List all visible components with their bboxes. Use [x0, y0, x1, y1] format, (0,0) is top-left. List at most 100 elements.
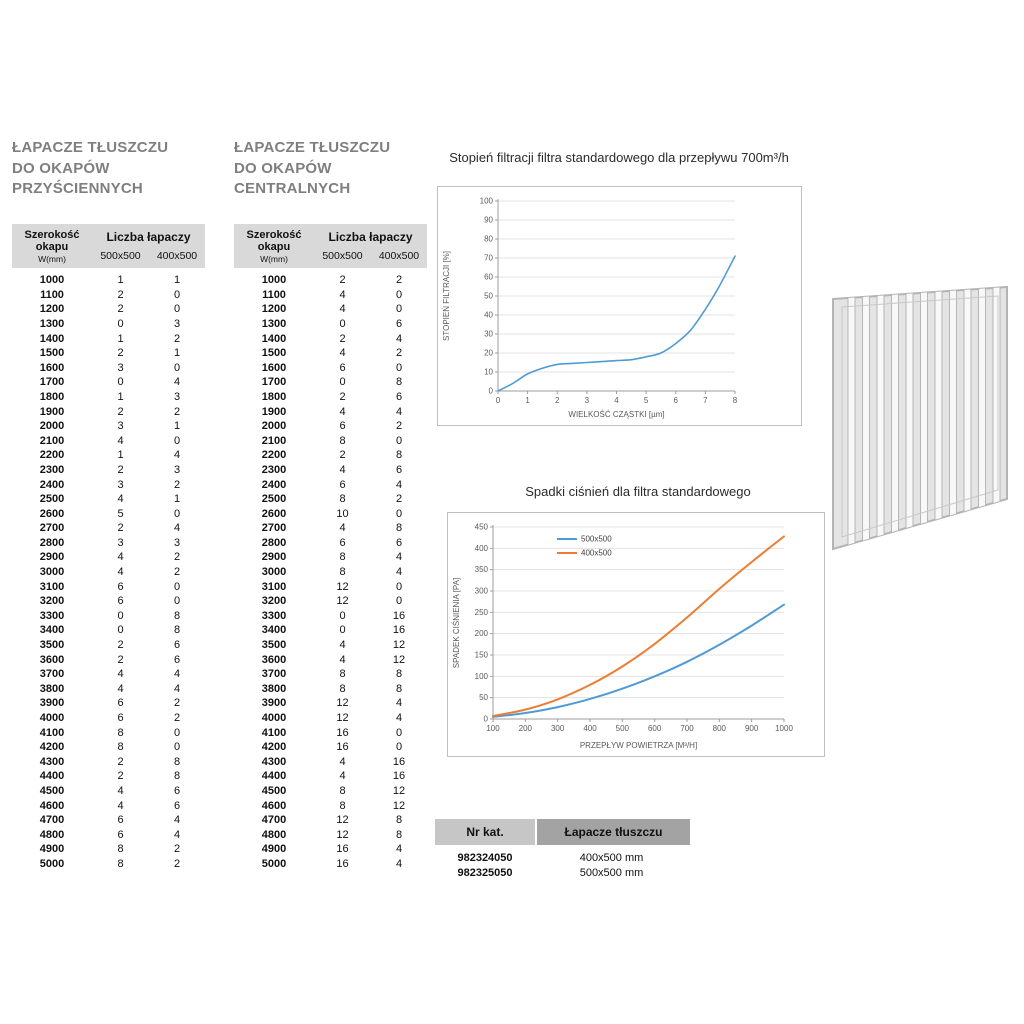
- trap-count-cell: 6: [117, 814, 124, 827]
- catalog-row: 982324050 400x500 mm: [435, 851, 691, 866]
- trap-count-cell: 2: [173, 551, 181, 564]
- trap-count-cell: 8: [173, 624, 181, 637]
- trap-count-cell: 0: [395, 303, 403, 316]
- trap-count-cell: 6: [173, 784, 181, 797]
- central-hoods-section: ŁAPACZE TŁUSZCZU DO OKAPÓW CENTRALNYCH S…: [234, 138, 427, 872]
- table-row: 3400 0 16: [234, 623, 427, 638]
- filter-frame: [832, 285, 1008, 551]
- trap-count-cell: 1: [117, 449, 124, 462]
- svg-text:3: 3: [585, 396, 590, 405]
- hood-width-cell: 3500: [261, 639, 287, 652]
- trap-count-cell: 6: [339, 420, 346, 433]
- trap-count-cell: 6: [339, 536, 346, 549]
- trap-count-cell: 6: [395, 317, 403, 330]
- trap-count-cell: 2: [395, 420, 403, 433]
- trap-count-cell: 2: [117, 405, 124, 418]
- legend: 500x500 400x500: [557, 535, 612, 558]
- hood-width-cell: 5000: [39, 857, 65, 870]
- hood-width-cell: 4300: [39, 755, 65, 768]
- table-row: 4600 4 6: [12, 799, 205, 814]
- hood-width-cell: 1100: [262, 288, 286, 301]
- table-row: 2200 2 8: [234, 448, 427, 463]
- table-row: 2100 8 0: [234, 434, 427, 449]
- table-row: 1900 4 4: [234, 405, 427, 420]
- trap-count-group-header: Liczba łapaczy: [106, 230, 191, 245]
- hood-width-cell: 4100: [261, 726, 287, 739]
- hood-width-cell: 4200: [39, 741, 65, 754]
- table-row: 3900 12 4: [234, 696, 427, 711]
- trap-count-cell: 8: [395, 828, 403, 841]
- table-row: 2400 3 2: [12, 478, 205, 493]
- svg-text:100: 100: [486, 724, 500, 733]
- trap-count-cell: 0: [339, 624, 346, 637]
- hood-width-cell: 1500: [261, 347, 287, 360]
- hood-width-cell: 2500: [39, 493, 65, 506]
- trap-count-cell: 2: [173, 843, 181, 856]
- hood-width-cell: 1500: [39, 347, 65, 360]
- hood-width-cell: 1700: [261, 376, 287, 389]
- hood-width-cell: 3700: [261, 668, 287, 681]
- table-row: 4800 12 8: [234, 828, 427, 843]
- trap-count-cell: 12: [392, 784, 406, 797]
- table-row: 2300 2 3: [12, 463, 205, 478]
- table-row: 2500 4 1: [12, 492, 205, 507]
- svg-text:60: 60: [484, 273, 493, 282]
- svg-text:500: 500: [616, 724, 630, 733]
- trap-count-cell: 4: [395, 478, 403, 491]
- trap-count-cell: 5: [117, 507, 124, 520]
- table-row: 3800 4 4: [12, 682, 205, 697]
- hood-width-column-header: Szerokość okapu W(mm): [234, 229, 314, 264]
- y-axis-label: SPADEK CIŚNIENIA [PA]: [452, 578, 461, 668]
- gridlines: [498, 200, 735, 373]
- trap-count-cell: 6: [117, 595, 124, 608]
- trap-count-cell: 3: [173, 463, 181, 476]
- trap-count-cell: 2: [395, 493, 403, 506]
- table-row: 3400 0 8: [12, 623, 205, 638]
- table-row: 1700 0 8: [234, 375, 427, 390]
- trap-count-cell: 8: [339, 668, 346, 681]
- hood-width-cell: 4400: [39, 770, 65, 783]
- trap-count-cell: 8: [339, 434, 346, 447]
- table-row: 1100 2 0: [12, 288, 205, 303]
- grease-filter-graphic: [832, 285, 1008, 551]
- axes: [490, 525, 785, 722]
- hood-width-cell: 1100: [40, 288, 64, 301]
- trap-count-cell: 12: [336, 595, 349, 608]
- trap-count-cell: 6: [173, 639, 181, 652]
- trap-count-cell: 3: [117, 361, 124, 374]
- trap-count-cell: 1: [173, 274, 181, 287]
- sub-header-500x500: 500x500: [322, 250, 363, 263]
- filter-inner-frame: [841, 295, 999, 538]
- legend-label: 400x500: [581, 549, 612, 558]
- pressure-chart: 0 50 100 150 200 250 300 350 400 450 100 200 300 400 5…: [447, 512, 825, 757]
- filtration-chart: 0 10 20 30 40 50 60 70 80 90 100 0 1 2 3 4 5 6 7 8 WIELKOŚĆ …: [437, 186, 802, 426]
- trap-count-cell: 6: [117, 580, 124, 593]
- hood-width-cell: 4900: [261, 843, 287, 856]
- trap-count-cell: 8: [173, 609, 181, 622]
- svg-text:350: 350: [475, 565, 489, 574]
- hood-width-cell: 2200: [261, 449, 287, 462]
- trap-count-cell: 8: [395, 449, 403, 462]
- trap-count-cell: 0: [173, 361, 181, 374]
- hood-width-cell: 3200: [39, 595, 65, 608]
- table-row: 4100 16 0: [234, 726, 427, 741]
- header-text: Szerokość: [246, 229, 302, 242]
- hood-width-cell: 1000: [261, 274, 287, 287]
- hood-width-cell: 4200: [261, 741, 287, 754]
- svg-text:900: 900: [745, 724, 759, 733]
- table-row: 1600 6 0: [234, 361, 427, 376]
- table-row: 4600 8 12: [234, 799, 427, 814]
- svg-text:50: 50: [479, 693, 488, 702]
- svg-text:600: 600: [648, 724, 662, 733]
- hood-width-column-header: Szerokość okapu W(mm): [12, 229, 92, 264]
- trap-count-cell: 12: [336, 828, 349, 841]
- trap-count-cell: 2: [173, 478, 181, 491]
- table-row: 2600 5 0: [12, 507, 205, 522]
- hood-width-cell: 1900: [261, 405, 287, 418]
- table-row: 2200 1 4: [12, 448, 205, 463]
- trap-count-cell: 1: [117, 274, 124, 287]
- filter-slats: [847, 287, 1001, 549]
- table-row: 1800 2 6: [234, 390, 427, 405]
- table-row: 3600 4 12: [234, 653, 427, 668]
- trap-count-cell: 8: [117, 741, 124, 754]
